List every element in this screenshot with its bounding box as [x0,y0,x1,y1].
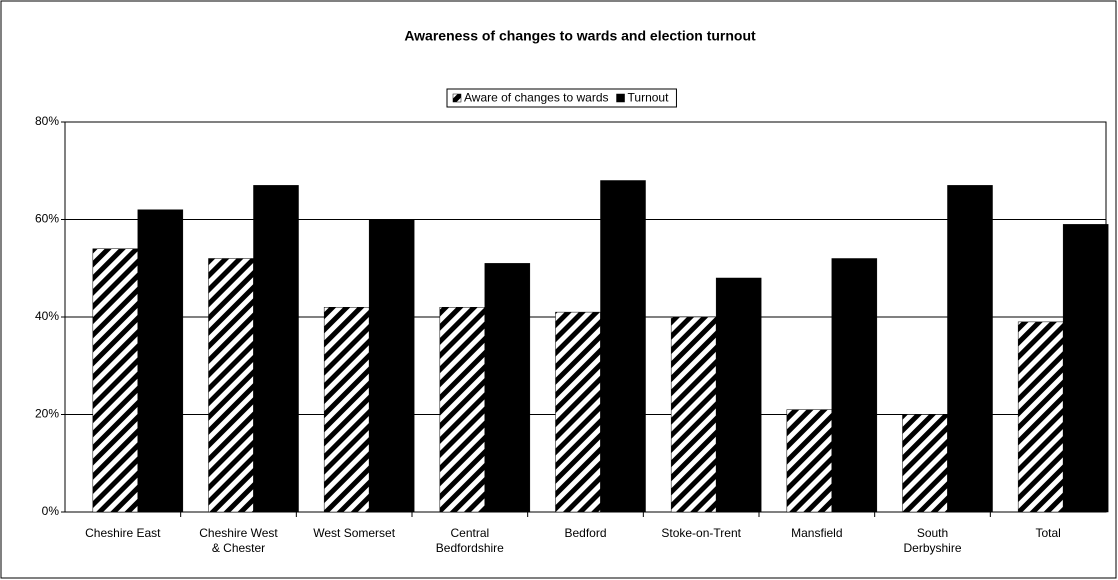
bar [600,180,646,513]
x-tick-label: West Somerset [313,526,395,540]
bar [208,258,254,513]
bar [670,316,717,513]
bar [947,185,993,513]
bar [323,307,370,513]
bar [555,311,601,513]
bar [902,414,948,513]
y-tick-label: 60% [35,212,59,226]
x-tick-label: Total [1035,526,1060,540]
legend-swatch [616,93,625,103]
bar [92,248,139,513]
x-tick-label: Stoke-on-Trent [661,526,741,540]
x-tick-label: Bedford [564,526,606,540]
chart-title: Awareness of changes to wards and electi… [404,28,756,44]
y-tick-label: 40% [35,309,59,323]
bar [1062,224,1109,513]
bar [368,219,415,513]
bar [831,258,878,513]
y-tick-label: 0% [42,504,60,518]
legend-swatch [452,93,462,103]
x-tick-label: Mansfield [791,526,842,540]
legend-label: Turnout [628,91,670,105]
x-tick-label: Cheshire East [85,526,161,540]
bar [786,409,833,513]
bar [715,277,762,513]
legend-label: Aware of changes to wards [464,91,609,105]
legend-box [446,88,677,108]
y-tick-label: 20% [35,407,59,421]
bar [439,307,486,513]
x-tick-label: South Derbyshire [903,526,961,555]
bar [137,209,184,513]
y-tick-label: 80% [35,114,59,128]
bar [253,185,299,513]
x-tick-label: Cheshire West & Chester [199,526,278,555]
bar [1017,321,1064,513]
x-tick-label: Central Bedfordshire [436,526,504,555]
bar [484,263,531,513]
